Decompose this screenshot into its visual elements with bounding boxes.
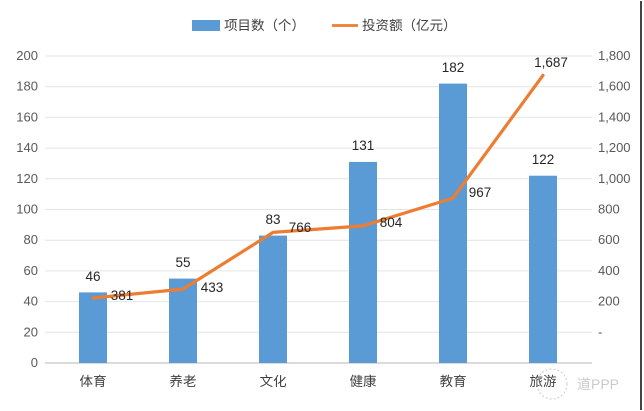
svg-text:1,800: 1,800 <box>598 48 631 63</box>
svg-text:40: 40 <box>24 294 38 309</box>
svg-text:800: 800 <box>598 202 620 217</box>
svg-text:60: 60 <box>24 263 38 278</box>
svg-text:433: 433 <box>201 280 224 295</box>
svg-text:1,687: 1,687 <box>534 55 568 70</box>
svg-text:道PPP: 道PPP <box>577 376 619 392</box>
svg-text:投资额（亿元）: 投资额（亿元） <box>362 18 457 33</box>
svg-text:教育: 教育 <box>440 374 467 389</box>
svg-text:1,200: 1,200 <box>598 140 631 155</box>
svg-text:122: 122 <box>532 152 555 167</box>
svg-text:体育: 体育 <box>80 374 107 389</box>
svg-text:83: 83 <box>265 212 280 227</box>
svg-text:140: 140 <box>16 140 38 155</box>
svg-text:55: 55 <box>175 255 190 270</box>
svg-text:健康: 健康 <box>350 374 377 389</box>
svg-text:-: - <box>598 324 602 339</box>
svg-text:80: 80 <box>24 232 38 247</box>
svg-text:200: 200 <box>598 294 620 309</box>
svg-text:131: 131 <box>352 138 375 153</box>
svg-text:180: 180 <box>16 79 38 94</box>
svg-text:文化: 文化 <box>260 374 287 389</box>
svg-text:20: 20 <box>24 324 38 339</box>
svg-text:381: 381 <box>111 288 134 303</box>
svg-text:旅游: 旅游 <box>530 374 557 389</box>
svg-text:804: 804 <box>380 215 403 230</box>
svg-text:766: 766 <box>289 220 312 235</box>
svg-text:182: 182 <box>442 60 465 75</box>
svg-text:0: 0 <box>31 355 38 370</box>
svg-text:200: 200 <box>16 48 38 63</box>
svg-text:46: 46 <box>85 269 100 284</box>
svg-text:967: 967 <box>469 185 492 200</box>
svg-text:120: 120 <box>16 171 38 186</box>
svg-text:160: 160 <box>16 109 38 124</box>
svg-text:1,600: 1,600 <box>598 79 631 94</box>
svg-text:项目数（个）: 项目数（个） <box>224 18 305 33</box>
svg-text:600: 600 <box>598 232 620 247</box>
svg-text:1,000: 1,000 <box>598 171 631 186</box>
svg-text:400: 400 <box>598 263 620 278</box>
svg-text:100: 100 <box>16 202 38 217</box>
svg-text:养老: 养老 <box>170 374 197 389</box>
svg-text:1,400: 1,400 <box>598 109 631 124</box>
